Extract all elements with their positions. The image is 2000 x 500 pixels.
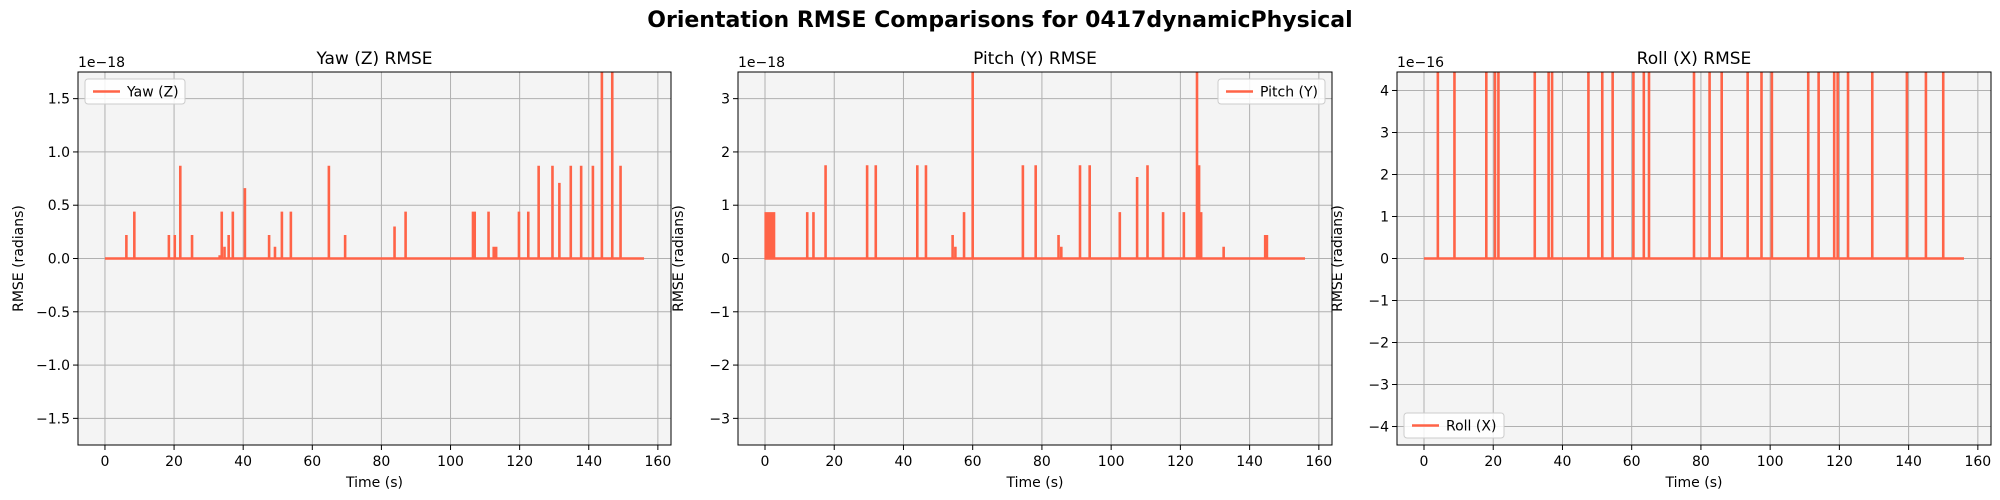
subplot-title: Yaw (Z) RMSE (315, 49, 432, 69)
y-axis-label: RMSE (radians) (11, 205, 27, 312)
y-axis-label: RMSE (radians) (1330, 205, 1346, 312)
x-tick-label: 160 (1305, 454, 1332, 470)
x-tick-label: 80 (1692, 454, 1710, 470)
y-tick-label: −3 (1368, 378, 1389, 394)
x-tick-label: 160 (645, 454, 672, 470)
x-tick-label: 100 (1757, 454, 1784, 470)
subplot-3: 0 20 40 60 80 100 120 140 160 −4 −3 −2 −1 0 1 2 3 4 1e−16 R… (1330, 49, 1992, 491)
x-tick-label: 60 (1623, 454, 1641, 470)
series-line (1424, 72, 1964, 260)
y-tick-label: 1 (721, 198, 730, 214)
y-tick-label: 0.0 (48, 252, 70, 268)
legend-box (1403, 412, 1505, 439)
y-tick-label: 3 (721, 92, 730, 108)
legend: Roll (X) (1403, 412, 1505, 439)
y-tick-label: 0 (721, 252, 730, 268)
subplot-title: Pitch (Y) RMSE (973, 49, 1097, 69)
figure-title: Orientation RMSE Comparisons for 0417dyn… (647, 8, 1352, 33)
x-tick-label: 0 (100, 454, 109, 470)
x-tick-label: 80 (1033, 454, 1051, 470)
x-tick-label: 0 (1420, 454, 1429, 470)
y-tick-label: −1.5 (36, 411, 70, 427)
x-tick-label: 140 (1236, 454, 1263, 470)
subplot-title: Roll (X) RMSE (1637, 49, 1752, 69)
legend: Pitch (Y) (1217, 78, 1326, 105)
axis-offset-label: 1e−18 (738, 55, 785, 71)
y-tick-label: 4 (1380, 83, 1389, 99)
subplot-2: 0 20 40 60 80 100 120 140 160 −3 −2 −1 0 1 2 3 1e−18 Pitc… (671, 49, 1333, 491)
legend: Yaw (Z) (84, 78, 186, 105)
legend-label: Roll (X) (1446, 419, 1496, 435)
subplot-1: 0 20 40 60 80 100 120 140 160 −1.5 −1.0 −0.5 0.0 0.5 1… (11, 49, 672, 491)
y-tick-label: 2 (1380, 167, 1389, 183)
x-axis-label: Time (s) (1006, 475, 1064, 491)
x-tick-label: 40 (234, 454, 252, 470)
x-tick-label: 120 (1167, 454, 1194, 470)
x-tick-label: 20 (825, 454, 843, 470)
series-line (764, 72, 1305, 260)
legend-label: Pitch (Y) (1260, 85, 1318, 101)
y-tick-label: 1.5 (48, 92, 70, 108)
x-tick-label: 0 (761, 454, 770, 470)
x-tick-label: 140 (1895, 454, 1922, 470)
y-tick-label: −1.0 (36, 358, 70, 374)
axis-offset-label: 1e−18 (78, 55, 125, 71)
x-tick-label: 140 (575, 454, 602, 470)
x-tick-label: 120 (1826, 454, 1853, 470)
axis-offset-label: 1e−16 (1397, 55, 1444, 71)
series-line (104, 72, 645, 260)
x-tick-label: 20 (165, 454, 183, 470)
x-tick-label: 80 (372, 454, 390, 470)
y-tick-label: 0 (1380, 252, 1389, 268)
subplots: 0 20 40 60 80 100 120 140 160−1.5−1.0−0.50.00.51… (11, 49, 1992, 491)
y-axis-label: RMSE (radians) (671, 205, 687, 312)
y-tick-label: −1 (709, 305, 730, 321)
legend-label: Yaw (Z) (126, 85, 179, 101)
x-tick-label: 100 (1098, 454, 1125, 470)
x-tick-label: 100 (437, 454, 464, 470)
y-tick-label: −4 (1368, 420, 1389, 436)
y-tick-label: −0.5 (36, 305, 70, 321)
y-tick-label: 1.0 (48, 145, 70, 161)
y-tick-label: −3 (709, 411, 730, 427)
y-tick-label: 0.5 (48, 198, 70, 214)
x-tick-label: 160 (1964, 454, 1991, 470)
x-tick-label: 20 (1484, 454, 1502, 470)
y-tick-label: −1 (1368, 294, 1389, 310)
x-tick-label: 40 (895, 454, 913, 470)
x-tick-label: 120 (506, 454, 533, 470)
legend-box (84, 78, 186, 105)
legend-box (1217, 78, 1326, 105)
x-tick-label: 60 (303, 454, 321, 470)
x-axis-label: Time (s) (345, 475, 403, 491)
x-tick-label: 60 (964, 454, 982, 470)
x-axis-label: Time (s) (1665, 475, 1723, 491)
y-tick-label: −2 (1368, 336, 1389, 352)
x-tick-label: 40 (1554, 454, 1572, 470)
y-tick-label: 1 (1380, 209, 1389, 225)
y-tick-label: −2 (709, 358, 730, 374)
y-tick-label: 2 (721, 145, 730, 161)
y-tick-label: 3 (1380, 125, 1389, 141)
